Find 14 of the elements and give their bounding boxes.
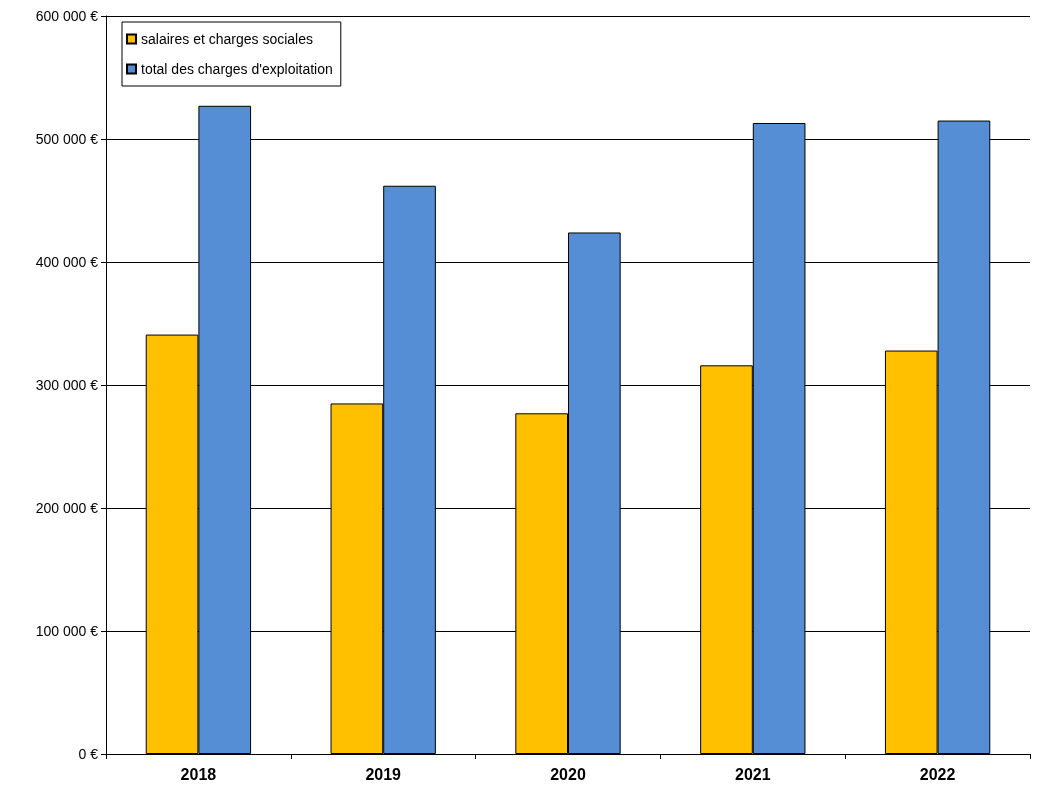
x-tick-label: 2020 [550, 765, 586, 783]
x-tick-label: 2021 [735, 765, 771, 783]
x-tick-label: 2019 [365, 765, 402, 783]
legend-label: salaires et charges sociales [141, 31, 313, 47]
y-tick-label: 300 000 € [35, 377, 99, 393]
y-tick-label: 200 000 € [35, 500, 99, 516]
x-tick-label: 2022 [919, 765, 956, 783]
y-tick-label: 0 € [78, 746, 99, 762]
legend-label: total des charges d'exploitation [141, 61, 333, 77]
y-tick-label: 400 000 € [35, 254, 99, 270]
y-tick-label: 100 000 € [35, 623, 99, 639]
x-tick-label: 2018 [180, 765, 217, 783]
y-tick-label: 500 000 € [35, 131, 99, 147]
y-tick-label: 600 000 € [35, 8, 99, 24]
